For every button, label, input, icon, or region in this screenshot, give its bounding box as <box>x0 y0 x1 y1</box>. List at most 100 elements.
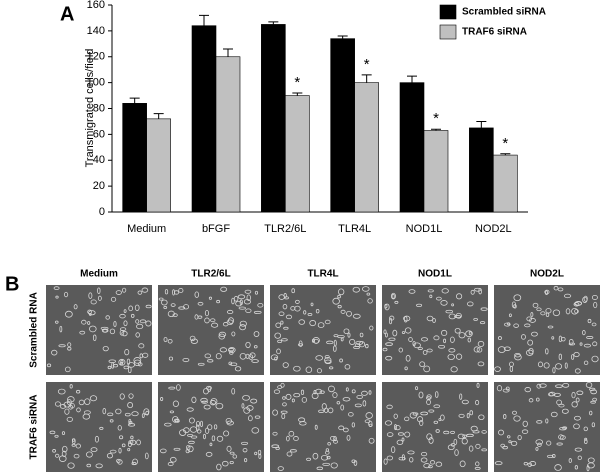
cell-texture <box>219 347 228 353</box>
cell-texture <box>432 318 436 323</box>
cell-texture <box>207 386 212 393</box>
cell-texture <box>286 451 293 457</box>
cell-texture <box>55 295 59 299</box>
x-tick-label: TLR2/6L <box>264 223 306 235</box>
cell-texture <box>367 298 373 304</box>
cell-texture <box>84 398 91 406</box>
cell-texture <box>382 347 388 352</box>
cell-texture <box>469 410 474 416</box>
error-bar <box>223 48 233 57</box>
cell-texture <box>257 449 262 456</box>
cell-texture <box>117 425 122 431</box>
cell-texture <box>514 352 521 358</box>
cell-texture <box>164 422 172 427</box>
cell-texture <box>208 296 213 300</box>
cell-texture <box>555 384 563 389</box>
cell-texture <box>586 465 590 472</box>
cell-texture <box>79 330 86 335</box>
cell-texture <box>582 296 588 303</box>
cell-texture <box>509 365 514 372</box>
cell-texture <box>393 413 398 419</box>
cell-texture <box>458 413 465 418</box>
panel-label: A <box>60 3 74 25</box>
cell-texture <box>289 449 297 453</box>
cell-texture <box>562 426 568 430</box>
cell-texture <box>544 289 550 295</box>
cell-texture <box>359 332 364 338</box>
cell-texture <box>461 438 468 445</box>
column-header: TLR4L <box>307 269 338 280</box>
cell-texture <box>454 449 459 456</box>
cell-texture <box>82 413 91 420</box>
cell-texture <box>528 398 534 403</box>
cell-texture <box>226 309 234 315</box>
cell-texture <box>459 393 463 400</box>
cell-texture <box>573 351 580 358</box>
cell-texture <box>342 397 351 402</box>
cell-texture <box>188 417 195 424</box>
cell-texture <box>447 353 455 361</box>
cell-texture <box>229 451 235 455</box>
cell-texture <box>552 309 561 317</box>
cell-texture <box>441 288 449 294</box>
cell-texture <box>197 362 205 366</box>
cell-texture <box>513 323 519 328</box>
cell-texture <box>293 392 301 398</box>
cell-texture <box>232 454 238 459</box>
cell-texture <box>220 286 228 292</box>
cell-texture <box>299 421 307 426</box>
cell-texture <box>226 445 232 452</box>
bar <box>191 25 217 213</box>
bar <box>493 154 518 213</box>
cell-texture <box>337 335 345 339</box>
cell-texture <box>121 287 127 293</box>
cell-texture <box>241 403 245 409</box>
cell-texture <box>571 354 575 360</box>
cell-texture <box>352 286 360 293</box>
cell-texture <box>133 357 142 364</box>
cell-texture <box>94 435 100 443</box>
cell-texture <box>332 297 340 305</box>
cell-texture <box>124 412 131 417</box>
cell-texture <box>557 287 564 292</box>
error-bar <box>500 153 511 156</box>
bar <box>330 38 355 213</box>
cell-texture <box>412 412 419 416</box>
cell-texture <box>480 307 488 311</box>
cell-texture <box>312 452 319 460</box>
cell-texture <box>123 320 128 327</box>
cell-texture <box>132 458 138 465</box>
cell-texture <box>169 456 177 463</box>
cell-texture <box>475 443 481 449</box>
cell-texture <box>127 362 135 368</box>
cell-texture <box>428 437 434 444</box>
cell-texture <box>465 330 473 338</box>
bar <box>285 95 310 213</box>
cell-texture <box>283 326 289 330</box>
cell-texture <box>200 420 203 428</box>
cell-texture <box>54 434 59 438</box>
cell-texture <box>511 301 517 309</box>
cell-texture <box>59 325 63 333</box>
cell-texture <box>532 302 539 308</box>
cell-texture <box>470 289 475 295</box>
cell-texture <box>144 452 149 460</box>
cell-texture <box>433 335 440 341</box>
cell-texture <box>320 454 329 461</box>
cell-texture <box>127 366 132 374</box>
cell-texture <box>229 350 234 355</box>
cell-texture <box>479 321 486 325</box>
cell-texture <box>512 410 517 415</box>
cell-texture <box>356 394 363 400</box>
cell-texture <box>201 400 208 404</box>
cell-texture <box>75 443 81 449</box>
cell-texture <box>288 430 295 437</box>
cell-texture <box>245 353 250 359</box>
cell-texture <box>459 460 466 468</box>
cell-texture <box>426 315 434 322</box>
cell-texture <box>223 430 230 437</box>
error-bar <box>361 74 372 83</box>
cell-texture <box>136 323 144 330</box>
column-header: Medium <box>80 269 118 280</box>
cell-texture <box>318 409 325 413</box>
